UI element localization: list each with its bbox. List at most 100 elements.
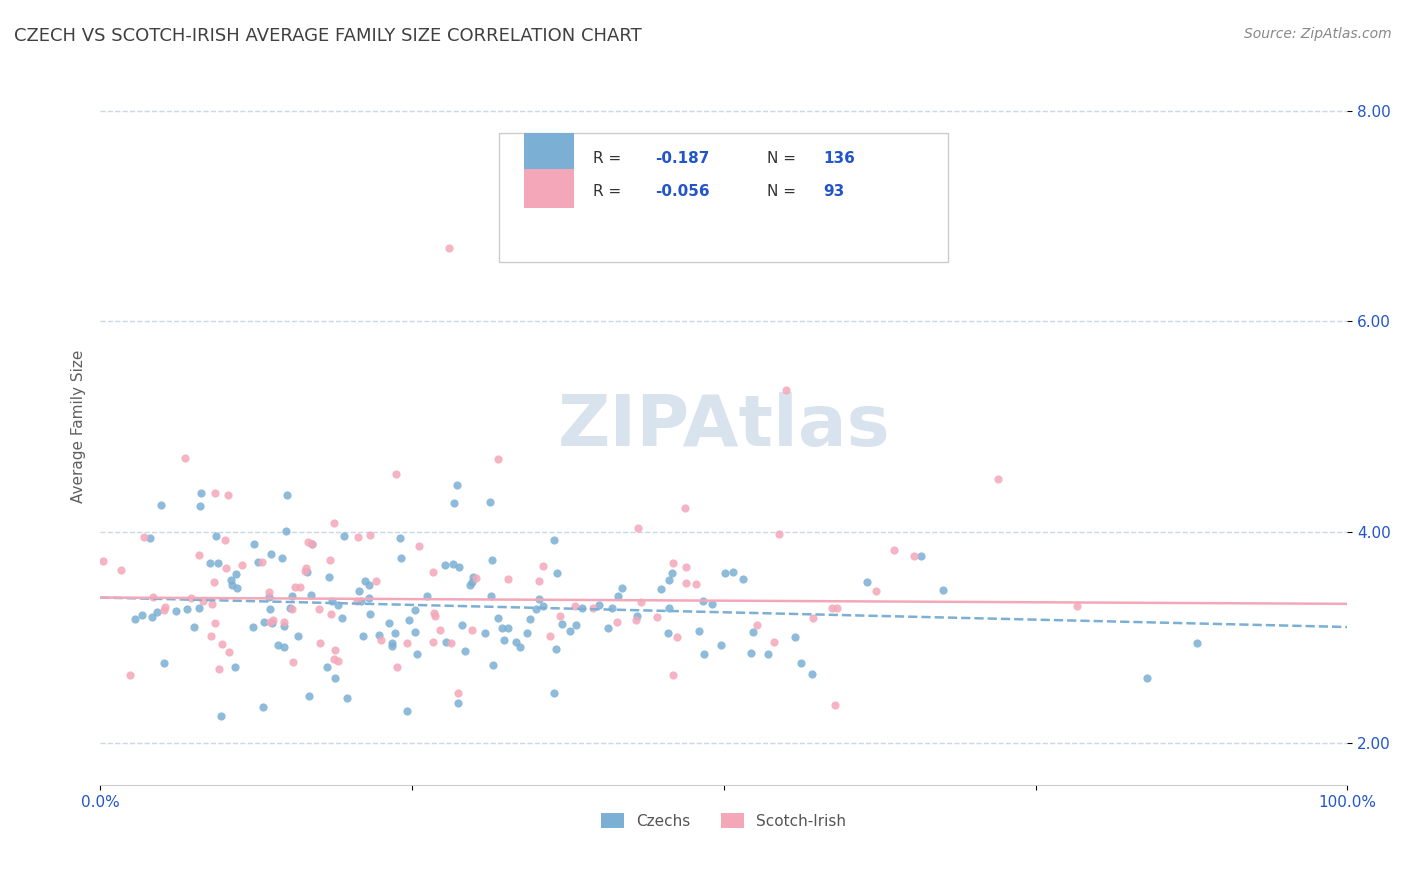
Point (742, 624, 765, 639)
Point (257, 584, 280, 599)
Point (287, 630, 309, 644)
Point (529, 574, 551, 588)
Point (347, 583, 370, 598)
Point (370, 632, 392, 647)
Point (461, 575, 484, 590)
Point (190, 485, 212, 500)
Text: N =: N = (768, 185, 801, 199)
Point (180, 591, 202, 606)
Point (439, 636, 461, 650)
Point (120, 668, 142, 682)
Point (688, 624, 710, 639)
Point (404, 603, 426, 617)
Point (630, 594, 652, 608)
Point (465, 571, 488, 585)
Point (723, 565, 745, 579)
Point (449, 559, 471, 574)
Point (252, 555, 274, 569)
Point (661, 566, 683, 580)
Point (531, 599, 554, 614)
Point (600, 601, 623, 615)
Point (131, 607, 153, 622)
Point (259, 615, 281, 629)
Point (323, 671, 346, 685)
Point (429, 623, 451, 637)
Point (281, 655, 304, 669)
Point (205, 529, 228, 543)
Point (423, 609, 446, 624)
Point (1066, 599, 1088, 613)
Point (150, 499, 173, 513)
Point (745, 618, 768, 632)
Text: R =: R = (593, 185, 626, 199)
Point (763, 635, 786, 649)
Text: 93: 93 (824, 185, 845, 199)
Point (710, 639, 733, 653)
Point (260, 616, 283, 631)
Point (486, 451, 509, 466)
Point (225, 567, 247, 582)
Point (685, 577, 707, 591)
Point (529, 592, 551, 607)
Y-axis label: Average Family Size: Average Family Size (72, 351, 86, 503)
Point (675, 560, 697, 574)
Point (188, 499, 211, 513)
Point (824, 698, 846, 712)
Legend: Czechs, Scotch-Irish: Czechs, Scotch-Irish (595, 806, 852, 835)
Point (298, 689, 321, 703)
Point (519, 612, 541, 626)
Point (543, 533, 565, 547)
Point (714, 566, 737, 580)
Point (486, 611, 509, 625)
Point (451, 618, 474, 632)
Point (571, 600, 593, 615)
Point (267, 638, 290, 652)
Point (509, 640, 531, 654)
Point (201, 597, 224, 611)
Point (364, 574, 387, 589)
Point (865, 584, 887, 599)
Point (531, 558, 554, 573)
Point (139, 531, 162, 545)
Point (211, 637, 233, 651)
Point (315, 660, 337, 674)
Point (253, 615, 276, 630)
Point (204, 485, 226, 500)
Point (658, 600, 681, 615)
Point (441, 557, 464, 571)
Point (215, 561, 238, 575)
Point (221, 573, 243, 587)
Point (461, 623, 484, 637)
Point (548, 608, 571, 623)
Point (675, 575, 697, 590)
Point (323, 643, 346, 657)
Point (259, 602, 281, 616)
Point (665, 631, 688, 645)
Point (516, 625, 538, 640)
Point (447, 686, 470, 700)
Point (903, 549, 925, 563)
Point (294, 564, 316, 578)
Point (496, 572, 519, 586)
Point (347, 530, 370, 544)
Text: -0.187: -0.187 (655, 151, 710, 166)
Point (243, 537, 266, 551)
Text: 136: 136 (824, 151, 855, 166)
Point (821, 601, 844, 615)
Point (606, 589, 628, 603)
Point (297, 534, 319, 549)
Point (294, 561, 316, 575)
Point (1136, 671, 1159, 685)
Point (198, 556, 221, 570)
Point (221, 578, 243, 592)
Point (673, 501, 696, 516)
Point (543, 686, 565, 700)
Point (558, 624, 581, 638)
Point (273, 615, 295, 629)
Point (692, 593, 714, 607)
Point (318, 570, 340, 584)
Point (359, 528, 381, 542)
Point (134, 530, 156, 544)
Point (610, 581, 633, 595)
Bar (524, 133, 574, 172)
